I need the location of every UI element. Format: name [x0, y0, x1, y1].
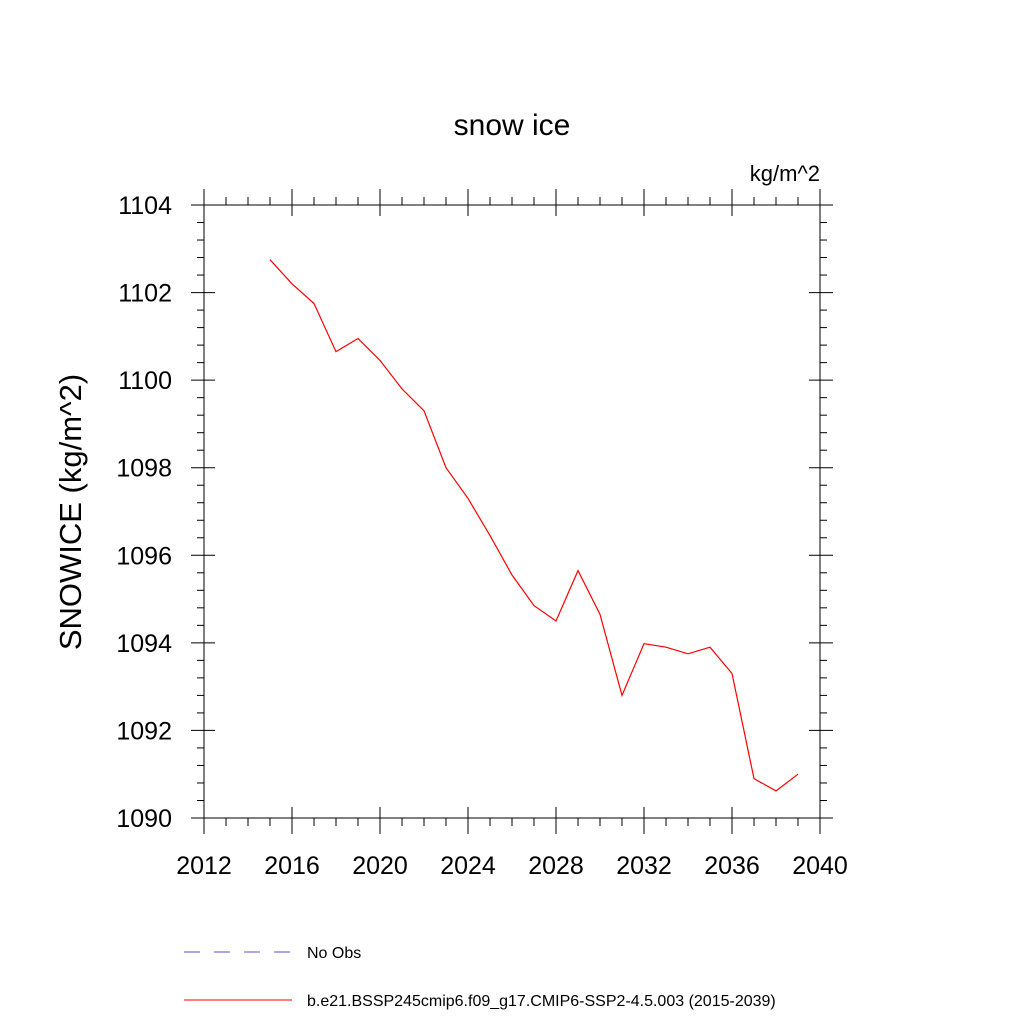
series-line — [269, 259, 799, 792]
plot-frame — [203, 204, 821, 819]
units-label: kg/m^2 — [750, 161, 820, 186]
y-tick-label: 1092 — [116, 717, 172, 745]
x-tick-label: 2012 — [176, 852, 232, 880]
y-tick-label: 1094 — [116, 630, 172, 658]
y-tick-label: 1098 — [116, 455, 172, 483]
y-tick-label: 1100 — [118, 367, 172, 395]
series-layer — [269, 259, 799, 792]
chart-title: snow ice — [454, 109, 571, 142]
legend-label-no-obs: No Obs — [307, 945, 361, 962]
y-tick-label: 1102 — [118, 280, 172, 308]
axis-ticks — [191, 189, 833, 834]
x-tick-label: 2040 — [792, 852, 848, 880]
x-tick-label: 2024 — [440, 852, 496, 880]
x-tick-label: 2032 — [616, 852, 672, 880]
y-tick-label: 1104 — [118, 192, 172, 220]
x-tick-labels: 2012 2016 2020 2024 2028 2032 2036 2040 — [176, 852, 848, 880]
legend-label-model-run: b.e21.BSSP245cmip6.f09_g17.CMIP6-SSP2-4.… — [307, 993, 776, 1010]
y-tick-labels: 1090 1092 1094 1096 1098 1100 1102 1104 — [116, 192, 172, 833]
y-tick-label: 1096 — [116, 542, 172, 570]
y-tick-label: 1090 — [116, 805, 172, 833]
x-tick-label: 2016 — [264, 852, 320, 880]
y-axis-label: SNOWICE (kg/m^2) — [53, 374, 88, 650]
x-tick-label: 2036 — [704, 852, 760, 880]
x-tick-label: 2028 — [528, 852, 584, 880]
legend: No Obs b.e21.BSSP245cmip6.f09_g17.CMIP6-… — [184, 945, 776, 1010]
x-tick-label: 2020 — [352, 852, 408, 880]
